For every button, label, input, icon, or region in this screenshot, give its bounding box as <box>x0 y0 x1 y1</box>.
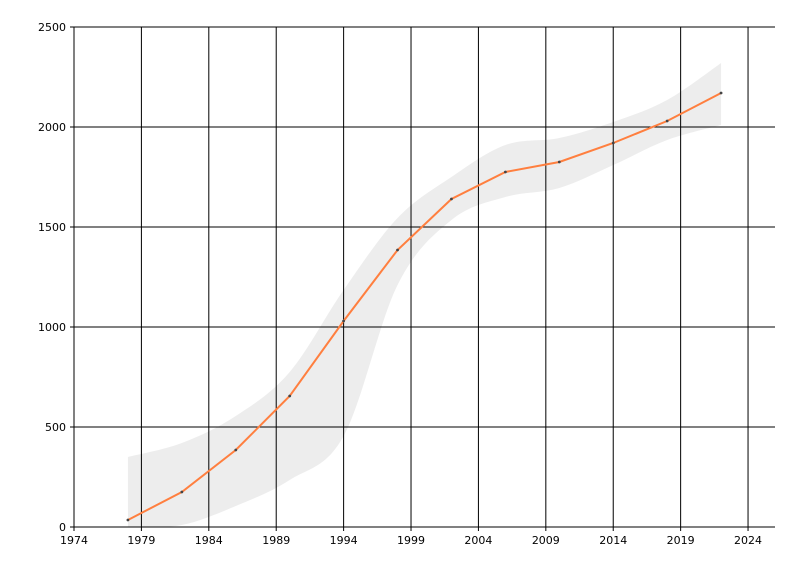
x-tick-label: 2014 <box>599 534 627 547</box>
x-tick-label: 1979 <box>127 534 155 547</box>
confidence-band <box>127 63 722 528</box>
y-tick-label: 2500 <box>38 21 66 34</box>
data-point <box>503 170 507 174</box>
data-point <box>665 119 669 123</box>
series-line <box>127 92 722 521</box>
data-point <box>450 197 453 201</box>
x-tick-label: 1974 <box>60 534 88 547</box>
y-tick-label: 0 <box>59 521 66 534</box>
data-point <box>288 394 292 398</box>
x-tick-label: 2024 <box>734 534 762 547</box>
y-tick-label: 1000 <box>38 321 66 334</box>
x-tick-label: 2019 <box>667 534 695 547</box>
y-tick-label: 500 <box>45 421 66 434</box>
x-tick-label: 2009 <box>532 534 560 547</box>
data-point <box>180 490 184 494</box>
x-tick-label: 1989 <box>262 534 290 547</box>
y-tick-label: 1500 <box>38 221 66 234</box>
data-point <box>342 319 346 323</box>
data-point <box>557 160 561 164</box>
data-point <box>719 91 723 95</box>
data-point <box>611 141 615 145</box>
x-tick-label: 1984 <box>195 534 223 547</box>
x-tick-label: 1994 <box>330 534 358 547</box>
y-tick-label: 2000 <box>38 121 66 134</box>
x-tick-label: 2004 <box>464 534 492 547</box>
data-point <box>126 518 130 522</box>
data-point <box>396 248 399 252</box>
data-point <box>234 448 238 452</box>
x-tick-label: 1999 <box>397 534 425 547</box>
